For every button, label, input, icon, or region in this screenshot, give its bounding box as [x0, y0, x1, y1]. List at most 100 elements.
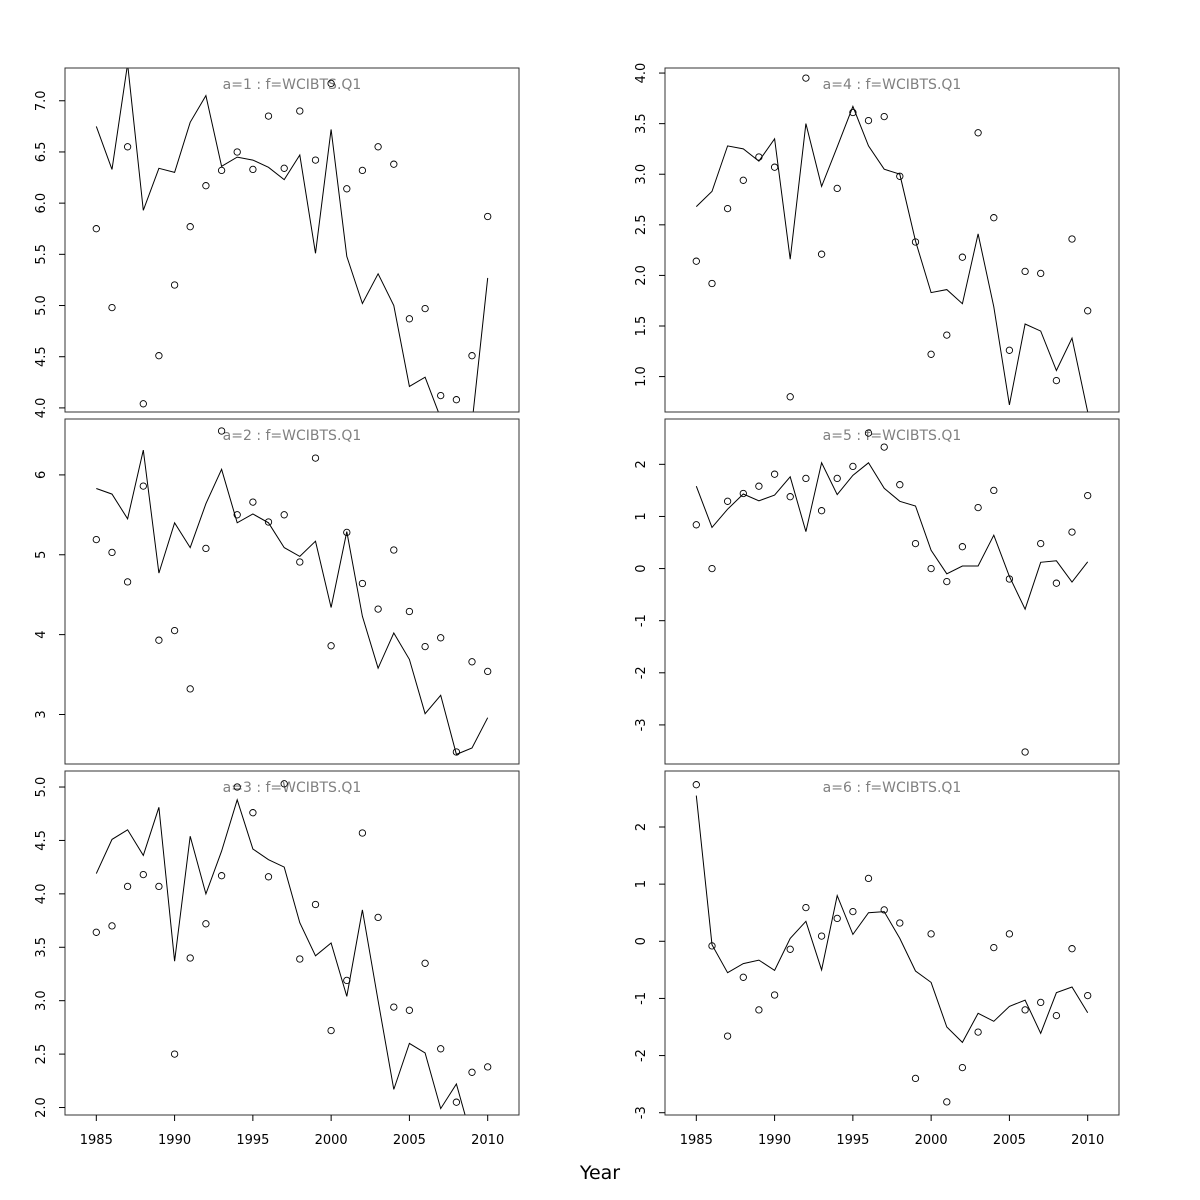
data-point	[233, 148, 241, 156]
data-point	[755, 482, 763, 490]
data-point	[421, 642, 429, 651]
y-tick-label: 2.0	[634, 265, 649, 286]
data-point	[374, 605, 382, 613]
data-point	[405, 1006, 414, 1014]
data-point	[390, 546, 398, 554]
y-tick-label: -3	[634, 1106, 649, 1119]
y-tick-label: -1	[634, 614, 649, 627]
data-point	[468, 352, 476, 360]
y-tick-label: 5.0	[34, 295, 49, 316]
y-tick-label: -1	[634, 992, 649, 1005]
data-point	[833, 474, 841, 483]
data-point	[358, 579, 367, 588]
y-tick-label: 2.5	[34, 1044, 49, 1065]
data-point	[911, 238, 920, 246]
y-tick-label: 3.5	[34, 937, 49, 958]
data-point	[123, 578, 132, 586]
data-point	[864, 874, 873, 883]
plot-area	[692, 781, 1092, 1106]
y-tick-label: 6.5	[34, 142, 49, 163]
data-point	[943, 1098, 951, 1106]
panel-title: a=6 : f=WCIBTS.Q1	[823, 780, 962, 796]
x-tick-label: 2000	[315, 1133, 348, 1148]
data-point	[864, 116, 873, 125]
data-point	[155, 352, 163, 360]
data-point	[817, 932, 826, 940]
data-point	[437, 391, 445, 400]
data-point	[770, 991, 779, 999]
data-point	[833, 184, 841, 193]
y-tick-label: 3	[34, 710, 49, 718]
x-tick-label: 1990	[158, 1133, 191, 1148]
data-point	[264, 873, 273, 881]
data-point	[755, 1006, 763, 1014]
data-point	[1021, 1006, 1029, 1014]
plot-frame	[64, 67, 520, 413]
data-point	[974, 129, 982, 137]
plot-area	[692, 429, 1092, 756]
data-point	[880, 443, 888, 451]
y-tick-label: 2.5	[634, 214, 649, 235]
data-point	[1037, 539, 1045, 548]
panel-title: a=2 : f=WCIBTS.Q1	[223, 428, 362, 444]
data-point	[802, 74, 810, 82]
data-point	[990, 214, 998, 222]
y-tick-label: 3.0	[34, 990, 49, 1011]
data-point	[437, 634, 445, 642]
data-point	[233, 783, 241, 791]
panel-title: a=4 : f=WCIBTS.Q1	[823, 77, 962, 93]
y-tick-label: 4.5	[34, 830, 49, 851]
panel-title: a=5 : f=WCIBTS.Q1	[823, 428, 962, 444]
data-point	[452, 748, 461, 756]
panel-2: a=2 : f=WCIBTS.Q1 3 4 5 6	[34, 418, 520, 765]
fitted-line	[695, 461, 1089, 611]
x-axis-title: Year	[579, 1162, 620, 1184]
data-point	[468, 1068, 476, 1076]
x-tick-label: 1985	[680, 1133, 713, 1148]
data-point	[911, 1074, 920, 1083]
data-point	[202, 182, 210, 190]
data-point	[264, 112, 273, 120]
x-tick-label: 1995	[236, 1133, 269, 1148]
data-point	[849, 462, 857, 471]
data-point	[311, 156, 320, 164]
data-point	[708, 279, 716, 288]
data-point	[327, 79, 335, 88]
data-point	[770, 470, 779, 478]
plot-area	[92, 780, 492, 1115]
y-tick-label: 6.0	[34, 193, 49, 214]
data-point	[958, 253, 967, 261]
data-point	[155, 636, 163, 644]
data-point	[264, 518, 273, 526]
y-tick-label: 2.0	[34, 1097, 49, 1118]
data-point	[1005, 346, 1014, 354]
data-point	[374, 143, 382, 151]
data-point	[484, 1063, 492, 1071]
data-point	[437, 1045, 445, 1053]
data-point	[1084, 307, 1092, 315]
data-point	[1068, 235, 1076, 243]
y-tick-label: -2	[634, 1049, 649, 1062]
data-point	[139, 400, 147, 408]
data-point	[139, 870, 147, 879]
plot-frame	[64, 770, 520, 1116]
data-point	[217, 427, 226, 435]
data-point	[452, 1098, 461, 1106]
data-point	[723, 497, 732, 505]
data-point	[723, 1032, 732, 1040]
data-point	[786, 493, 794, 501]
y-tick-label: 4	[34, 630, 49, 638]
data-point	[739, 176, 747, 184]
data-point	[880, 112, 888, 121]
x-tick-label: 1995	[836, 1133, 869, 1148]
fitted-line	[695, 105, 1089, 412]
x-tick-label: 1990	[758, 1133, 791, 1148]
data-point	[1037, 269, 1045, 278]
panel-4: a=4 : f=WCIBTS.Q1 1.0 1.5 2.0 2.5 3.0 3.5 4.0	[634, 63, 1120, 413]
plot-frame	[664, 67, 1120, 413]
data-point	[974, 1028, 982, 1036]
data-point	[927, 930, 935, 938]
plot-area	[692, 74, 1092, 412]
y-tick-label: 0	[634, 937, 649, 945]
data-point	[374, 913, 382, 922]
